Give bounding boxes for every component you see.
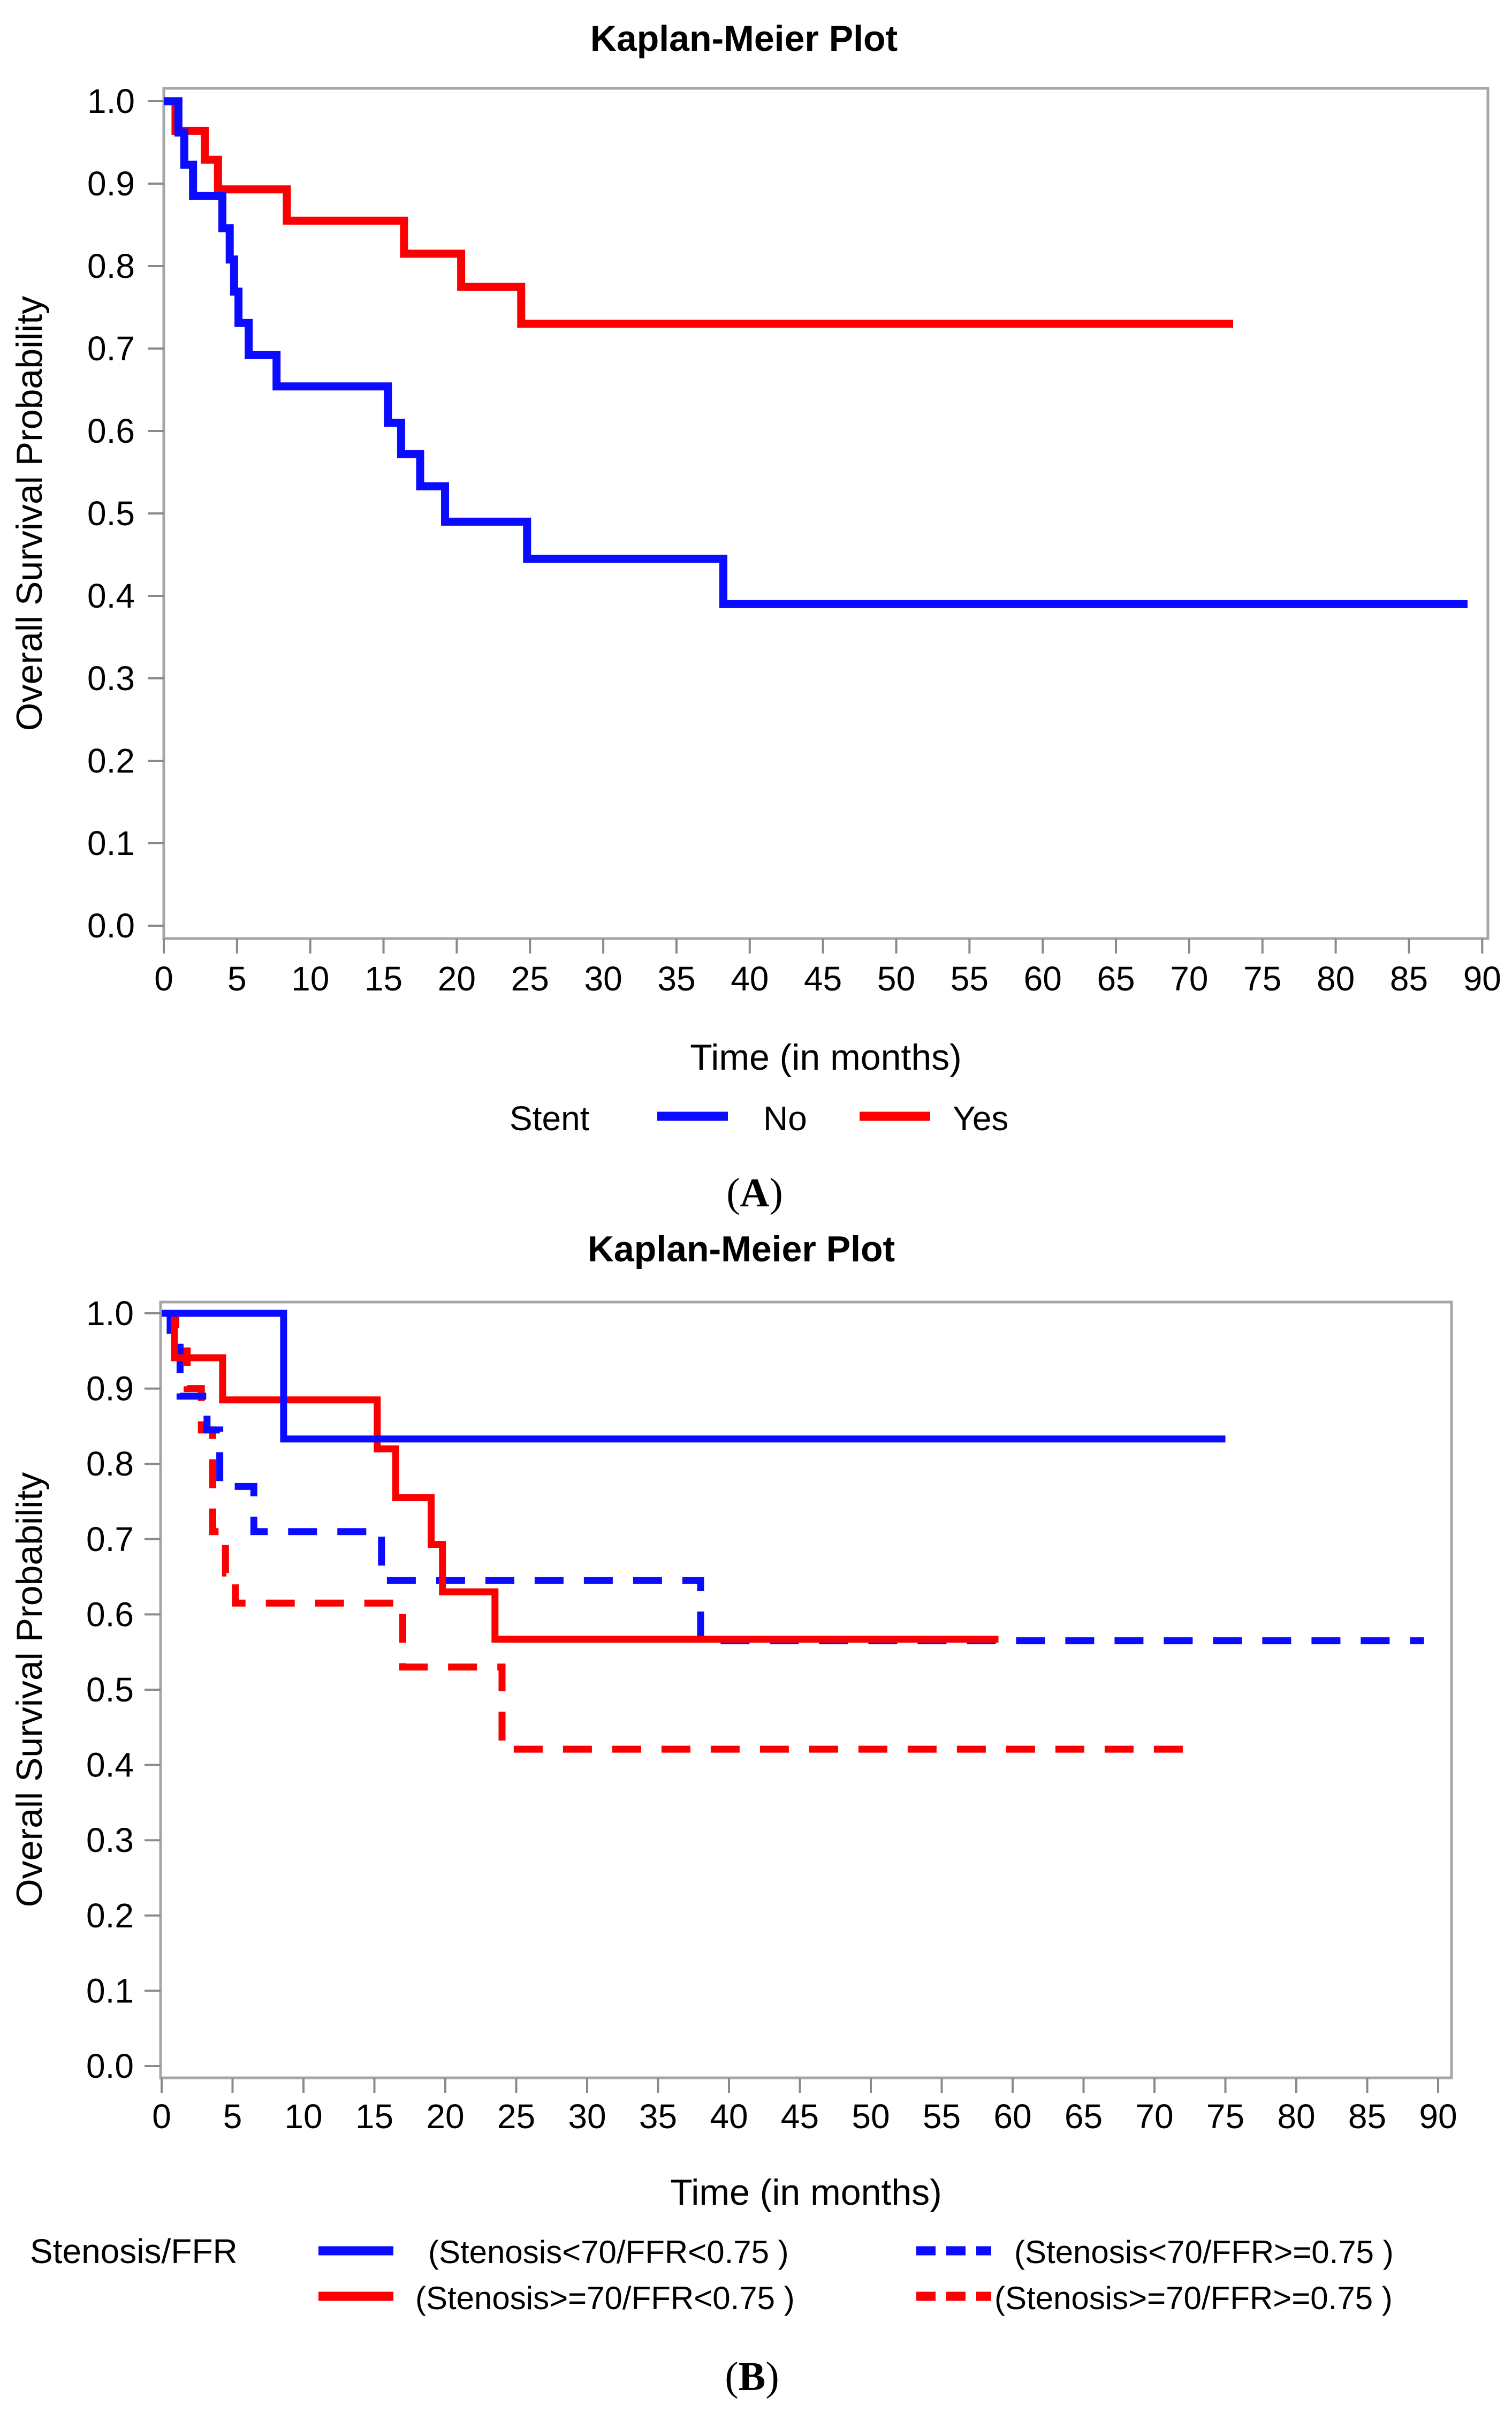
y-tick-label: 1.0 (87, 82, 135, 120)
x-tick-label: 90 (1419, 2097, 1457, 2136)
x-tick-label: 20 (426, 2097, 464, 2136)
x-tick-label: 30 (568, 2097, 606, 2136)
y-tick-label: 0.2 (87, 742, 135, 780)
y-tick-label: 0.5 (87, 494, 135, 533)
panel-a-legend-label-no: No (763, 1099, 807, 1138)
x-tick-label: 55 (923, 2097, 961, 2136)
km-curve-panela-series0 (164, 97, 1468, 608)
plot-frame (159, 1300, 1453, 2079)
caption-a-open: ( (726, 1170, 740, 1215)
panel-b-legend-title: Stenosis/FFR (30, 2232, 238, 2271)
y-tick-label: 0.5 (86, 1670, 134, 1709)
panel-b-legend-label-3: (Stenosis>=70/FFR<0.75 ) (415, 2280, 795, 2316)
x-tick-label: 15 (364, 959, 402, 998)
y-tick-label: 0.4 (86, 1746, 134, 1784)
caption-a-letter: A (740, 1170, 770, 1215)
y-tick-label: 0.1 (86, 1971, 134, 2010)
x-tick-label: 70 (1170, 959, 1208, 998)
y-tick-label: 0.6 (87, 412, 135, 450)
x-tick-label: 5 (223, 2097, 242, 2136)
panel-b-caption: (B) (725, 2354, 779, 2399)
panel-b-y-axis-label: Overall Survival Probability (9, 1472, 50, 1908)
x-tick-label: 40 (731, 959, 769, 998)
caption-a-close: ) (769, 1170, 782, 1215)
x-tick-label: 70 (1135, 2097, 1173, 2136)
x-tick-label: 25 (511, 959, 549, 998)
panel-b-legend: Stenosis/FFR (Stenosis<70/FFR<0.75 ) (St… (30, 2232, 1394, 2316)
panel-a-title: Kaplan-Meier Plot (590, 18, 898, 59)
km-curve-panelb-series0 (162, 1310, 1226, 1443)
panel-b-x-axis-label: Time (in months) (670, 2172, 942, 2213)
y-tick-label: 0.6 (86, 1595, 134, 1633)
y-tick-label: 0.7 (86, 1520, 134, 1559)
panel-a-caption: (A) (726, 1170, 783, 1215)
y-tick-label: 0.0 (86, 2047, 134, 2085)
x-tick-label: 35 (639, 2097, 677, 2136)
panel-a-y-axis-label: Overall Survival Probability (9, 296, 50, 731)
y-tick-label: 0.2 (86, 1896, 134, 1935)
x-tick-label: 85 (1390, 959, 1428, 998)
y-tick-label: 0.9 (87, 164, 135, 203)
x-tick-label: 50 (852, 2097, 890, 2136)
caption-b-letter: B (739, 2354, 766, 2399)
y-tick-label: 0.8 (87, 247, 135, 285)
km-curve-panela-series1 (164, 97, 1233, 328)
km-curve-panelb-series2 (162, 1310, 1424, 1645)
x-tick-label: 30 (584, 959, 622, 998)
y-tick-label: 0.7 (87, 329, 135, 368)
x-tick-label: 10 (284, 2097, 322, 2136)
y-tick-label: 0.3 (87, 659, 135, 698)
km-curve-panelb-series1 (162, 1310, 999, 1643)
x-tick-label: 5 (227, 959, 247, 998)
x-tick-label: 65 (1097, 959, 1135, 998)
panel-a-legend-label-yes: Yes (953, 1099, 1008, 1138)
y-tick-label: 0.9 (86, 1370, 134, 1408)
y-tick-label: 1.0 (86, 1294, 134, 1333)
caption-b-open: ( (725, 2354, 738, 2399)
km-curve-panelb-series3 (162, 1310, 1183, 1753)
plot-frame (162, 87, 1490, 940)
panel-b-plot-area: 0 5 10 15 20 25 30 35 40 45 50 55 60 65 70 75 80 85 90 0.0 0… (86, 1294, 1457, 2136)
km-panel-b: Kaplan-Meier Plot 0 5 10 15 20 25 30 35 40 45 50 55… (9, 1229, 1457, 2399)
x-tick-label: 60 (1024, 959, 1062, 998)
x-tick-label: 55 (951, 959, 989, 998)
km-panel-a: Kaplan-Meier Plot 0 5 10 15 20 25 30 35 40 45 50 55… (9, 18, 1501, 1215)
x-tick-label: 60 (993, 2097, 1031, 2136)
x-tick-label: 90 (1463, 959, 1501, 998)
y-tick-label: 0.1 (87, 824, 135, 863)
x-tick-label: 40 (710, 2097, 748, 2136)
x-tick-label: 20 (438, 959, 476, 998)
x-tick-label: 65 (1065, 2097, 1103, 2136)
x-tick-label: 75 (1206, 2097, 1244, 2136)
y-tick-label: 0.0 (87, 906, 135, 945)
x-tick-label: 25 (497, 2097, 535, 2136)
panel-b-legend-label-2: (Stenosis<70/FFR>=0.75 ) (1014, 2234, 1394, 2270)
panel-b-legend-label-1: (Stenosis<70/FFR<0.75 ) (428, 2234, 789, 2270)
panel-a-x-axis-label: Time (in months) (690, 1037, 962, 1078)
x-tick-label: 0 (152, 2097, 171, 2136)
caption-b-close: ) (765, 2354, 779, 2399)
panel-b-title: Kaplan-Meier Plot (588, 1229, 895, 1269)
y-tick-label: 0.8 (86, 1444, 134, 1483)
panel-a-legend: Stent No Yes (510, 1099, 1008, 1138)
x-tick-label: 80 (1317, 959, 1355, 998)
x-tick-label: 50 (877, 959, 915, 998)
x-tick-label: 45 (781, 2097, 819, 2136)
x-tick-label: 80 (1277, 2097, 1315, 2136)
y-tick-label: 0.4 (87, 577, 135, 615)
x-tick-label: 15 (355, 2097, 393, 2136)
y-tick-label: 0.3 (86, 1821, 134, 1859)
x-tick-label: 10 (291, 959, 329, 998)
panel-a-plot-area: 0 5 10 15 20 25 30 35 40 45 50 55 60 65 70 75 80 85 90 0.0 0… (87, 82, 1501, 998)
x-tick-label: 0 (154, 959, 173, 998)
x-tick-label: 75 (1243, 959, 1281, 998)
x-tick-label: 35 (657, 959, 695, 998)
x-tick-label: 85 (1348, 2097, 1386, 2136)
panel-b-legend-label-4: (Stenosis>=70/FFR>=0.75 ) (994, 2280, 1393, 2316)
panel-a-legend-title: Stent (510, 1099, 590, 1138)
x-tick-label: 45 (804, 959, 842, 998)
